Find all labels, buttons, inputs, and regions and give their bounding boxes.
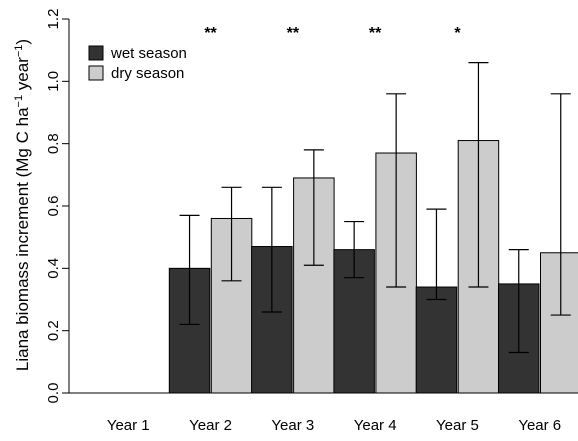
y-axis: 0.0 0.2 0.4 0.6 0.8 1.0 1.2 <box>45 9 69 404</box>
bar-wet-season <box>416 287 457 393</box>
significance-marker: * <box>454 25 461 42</box>
y-axis-label-sup1: −1 <box>13 95 25 108</box>
y-axis-label-year: year <box>13 57 32 95</box>
y-axis-label-main: Liana biomass increment (Mg C ha <box>13 107 32 371</box>
y-tick-label: 0.2 <box>45 320 62 341</box>
x-tick-label: Year 2 <box>189 417 232 434</box>
y-tick-label: 0.6 <box>45 196 62 217</box>
x-tick-label: Year 6 <box>518 417 561 434</box>
y-axis-label-end: ) <box>13 39 32 45</box>
y-tick-label: 0.4 <box>45 258 62 279</box>
legend: wet season dry season <box>89 45 187 82</box>
significance-marker: ** <box>369 25 382 42</box>
x-axis: Year 1 Year 2 Year 3 Year 4 Year 5 Year 6 <box>69 393 578 434</box>
y-axis-label: Liana biomass increment (Mg C ha−1 year−… <box>13 39 32 371</box>
x-tick-label: Year 4 <box>354 417 397 434</box>
plot-area: ******* <box>169 25 578 393</box>
x-tick-label: Year 3 <box>271 417 314 434</box>
legend-label: wet season <box>110 45 187 62</box>
legend-swatch <box>89 66 103 80</box>
y-axis-label-sup2: −1 <box>13 45 25 58</box>
x-tick-label: Year 5 <box>436 417 479 434</box>
bar-dry-season <box>541 253 578 393</box>
y-tick-label: 1.0 <box>45 71 62 92</box>
significance-marker: ** <box>287 25 300 42</box>
y-tick-label: 1.2 <box>45 9 62 30</box>
y-tick-label: 0.8 <box>45 133 62 154</box>
y-tick-label: 0.0 <box>45 383 62 404</box>
legend-swatch <box>89 46 103 60</box>
significance-marker: ** <box>204 25 217 42</box>
x-tick-label: Year 1 <box>107 417 150 434</box>
legend-label: dry season <box>111 65 184 82</box>
